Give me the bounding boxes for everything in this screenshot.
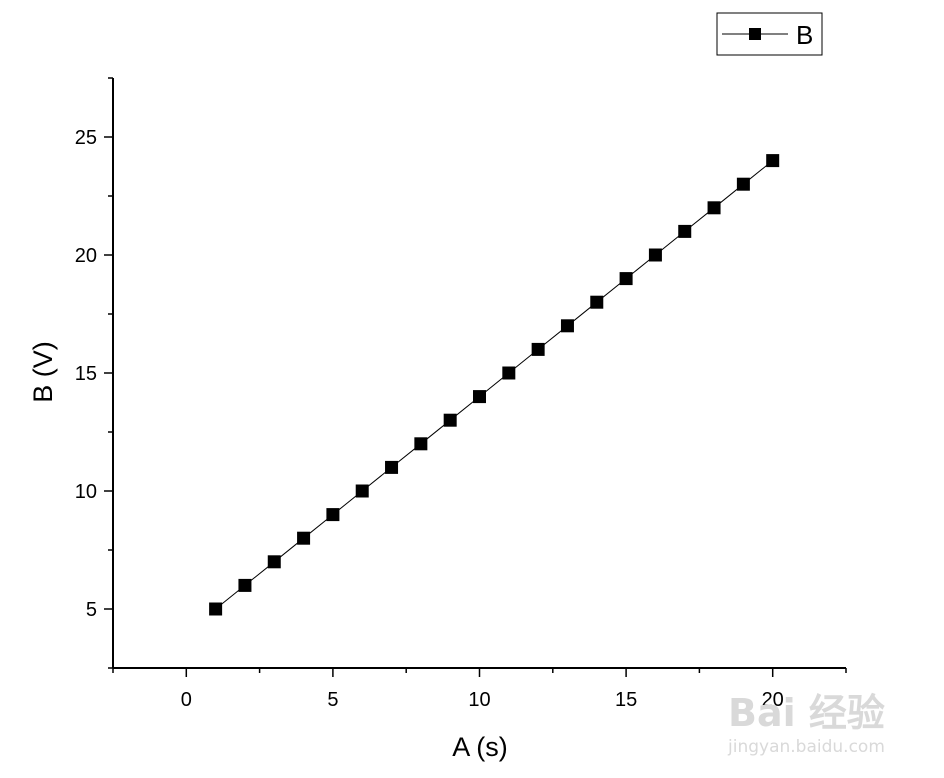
watermark: Bai 经验 jingyan.baidu.com xyxy=(727,691,885,757)
legend-label: B xyxy=(796,20,813,50)
data-point xyxy=(648,248,662,262)
y-axis-title: B (V) xyxy=(28,341,58,403)
data-point xyxy=(560,319,574,333)
data-point xyxy=(766,154,780,168)
x-tick-label: 5 xyxy=(327,689,338,711)
ticks: 0 5 10 15 20 5 10 15 20 25 xyxy=(75,77,847,711)
x-tick-label: 20 xyxy=(762,689,784,711)
data-point xyxy=(473,390,486,404)
data-point xyxy=(678,224,692,238)
data-point xyxy=(355,484,369,498)
x-tick-label: 15 xyxy=(615,689,637,711)
y-tick-label: 10 xyxy=(75,481,97,503)
legend: B xyxy=(716,12,823,56)
y-tick-label: 5 xyxy=(86,599,97,621)
data-point xyxy=(590,295,604,309)
data-point xyxy=(414,437,428,451)
data-point xyxy=(736,177,750,191)
data-point xyxy=(238,578,252,592)
data-point xyxy=(209,602,223,616)
y-tick-label: 25 xyxy=(75,127,97,149)
data-point xyxy=(443,413,457,427)
watermark-brand: Bai 经验 xyxy=(728,691,885,735)
data-point xyxy=(707,201,721,215)
x-tick-label: 0 xyxy=(181,689,192,711)
data-point xyxy=(326,508,340,522)
series-layer xyxy=(209,154,780,616)
axes xyxy=(112,78,846,669)
data-point xyxy=(619,272,633,286)
y-tick-label: 15 xyxy=(75,363,97,385)
data-point xyxy=(267,555,281,569)
data-point xyxy=(385,460,399,474)
x-axis-title: A (s) xyxy=(452,732,508,762)
y-tick-label: 20 xyxy=(75,245,97,267)
legend-marker xyxy=(749,28,761,40)
watermark-url: jingyan.baidu.com xyxy=(727,737,885,757)
x-tick-label: 10 xyxy=(468,689,490,711)
data-point xyxy=(531,342,545,356)
data-point xyxy=(502,366,516,380)
data-point xyxy=(297,531,311,545)
